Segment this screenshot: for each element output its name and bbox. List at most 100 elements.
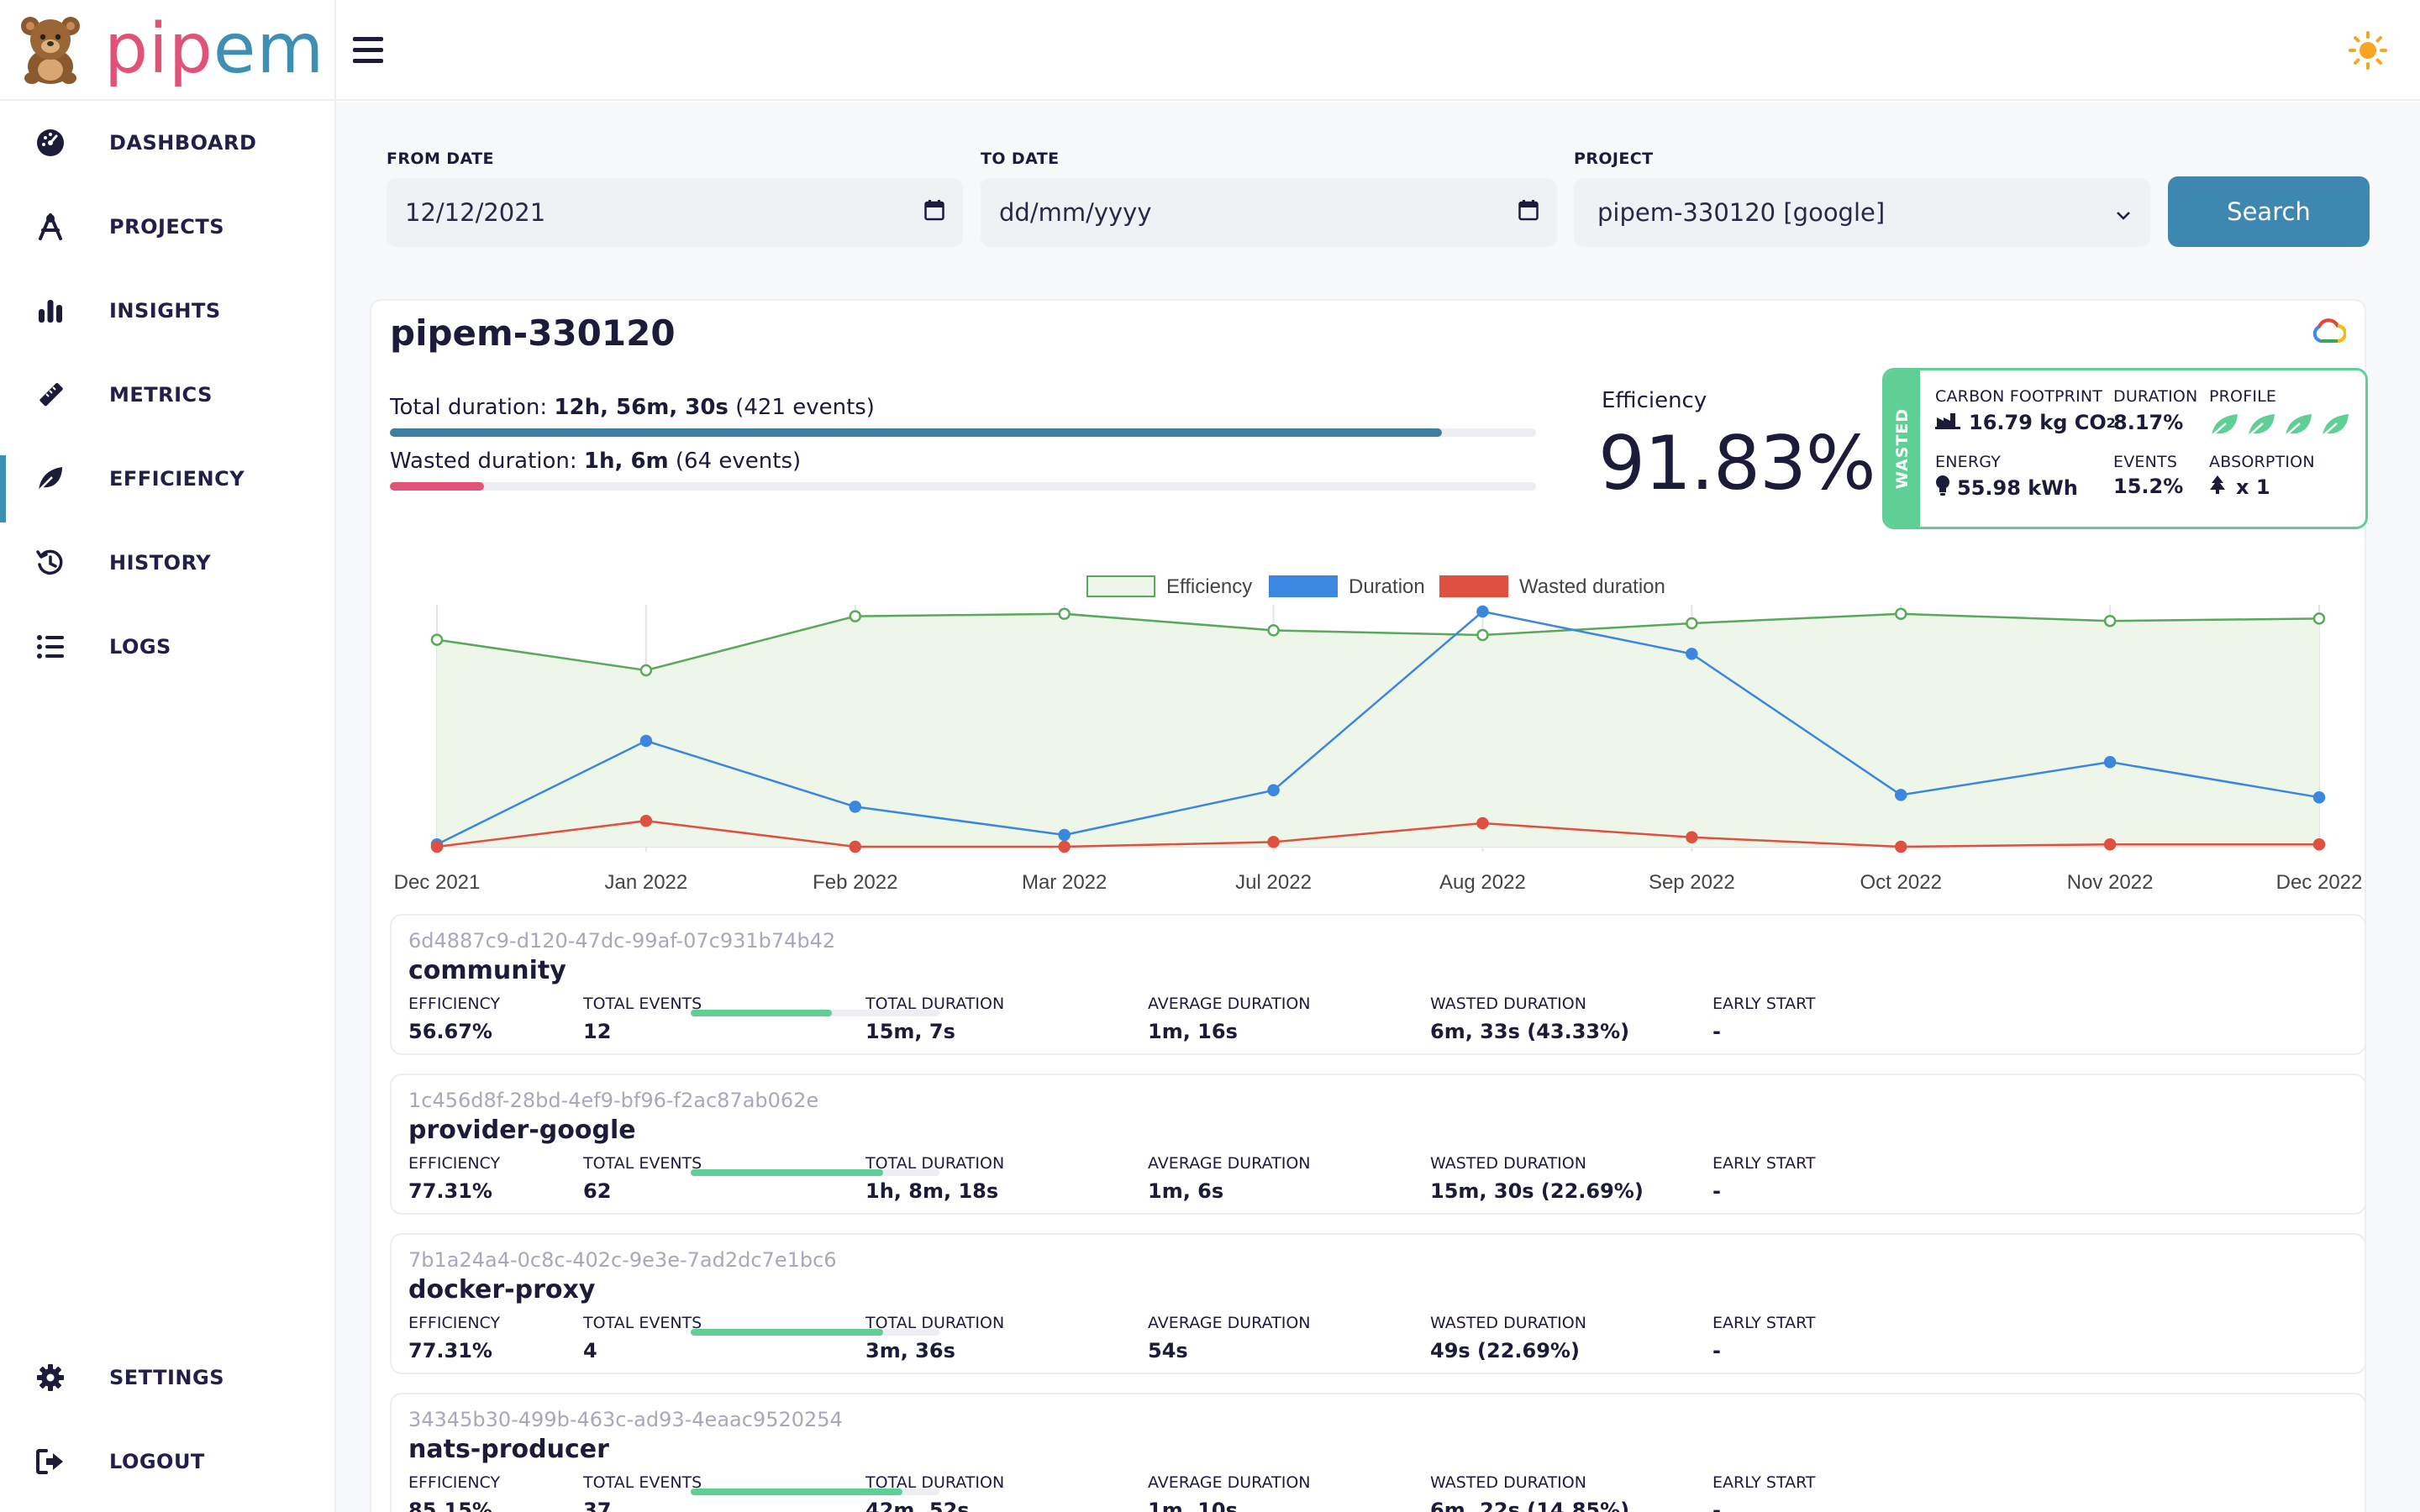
absorption-value: x 1 [2209,475,2270,500]
x-tick-label: Jan 2022 [605,871,688,894]
sidebar-item-label: LOGOUT [109,1450,205,1473]
to-date-input[interactable]: dd/mm/yyyy [981,178,1557,247]
sidebar-item-insights[interactable]: INSIGHTS [0,269,334,353]
theme-toggle-sun-icon[interactable] [2348,30,2388,71]
sidebar-item-metrics[interactable]: METRICS [0,353,334,437]
data-point [639,814,653,827]
calendar-icon[interactable] [1518,198,1539,227]
wasted-duration-label: WASTED DURATION [1430,1473,1586,1492]
x-tick-label: Mar 2022 [1022,871,1107,894]
sidebar-item-efficiency[interactable]: EFFICIENCY [0,437,334,522]
subproject-row[interactable]: 7b1a24a4-0c8c-402c-9e3e-7ad2dc7e1bc6 dock… [390,1233,2366,1374]
factory-icon [1935,411,1960,434]
sidebar-item-projects[interactable]: PROJECTS [0,185,334,269]
data-point [2312,837,2326,851]
data-point [1686,617,1698,630]
average-duration-label: AVERAGE DURATION [1148,995,1311,1013]
average-duration-label: AVERAGE DURATION [1148,1314,1311,1332]
data-point [1476,628,1489,642]
efficiency-bar-fill [691,1329,883,1336]
from-date-input[interactable]: 12/12/2021 [387,178,963,247]
efficiency-value: 77.31% [408,1339,492,1362]
chevron-down-icon [2115,198,2132,227]
data-point [1894,607,1907,621]
wasted-duration-label: WASTED DURATION [1430,995,1586,1013]
sidebar-item-logout[interactable]: LOGOUT [0,1420,334,1504]
project-title: pipem-330120 [390,312,676,354]
wasted-duration-value: 49s (22.69%) [1430,1339,1580,1362]
early-start-label: EARLY START [1712,1314,1816,1332]
project-select[interactable]: pipem-330120 [google] [1574,178,2150,247]
data-point [1476,605,1489,618]
sidebar-item-logs[interactable]: LOGS [0,605,334,689]
efficiency-label: EFFICIENCY [408,1473,501,1492]
legend-swatch [1439,575,1508,597]
sidebar-item-dashboard[interactable]: DASHBOARD [0,101,334,185]
search-button[interactable]: Search [2168,176,2370,247]
profile-label: PROFILE [2209,387,2277,406]
lightbulb-icon [1935,475,1950,501]
leaf-icon [34,462,67,496]
dashboard-icon [34,126,67,160]
efficiency-bar-fill [691,1488,903,1495]
wasted-duration-value: 6m, 33s (43.33%) [1430,1020,1630,1043]
wasted-duration-text: Wasted duration: 1h, 6m (64 events) [390,449,802,474]
series-line-duration [436,610,2320,846]
bear-logo-icon [21,17,80,84]
ruler-icon [34,378,67,412]
sidebar-item-label: METRICS [109,383,213,407]
from-date-value: 12/12/2021 [405,198,546,227]
early-start-label: EARLY START [1712,1154,1816,1173]
total-events-label: TOTAL EVENTS [583,1473,702,1492]
sidebar-item-label: PROJECTS [109,215,225,239]
logout-icon [34,1445,67,1478]
data-point [639,734,653,748]
subproject-row[interactable]: 1c456d8f-28bd-4ef9-bf96-f2ac87ab062e prov… [390,1074,2366,1215]
subproject-row[interactable]: 6d4887c9-d120-47dc-99af-07c931b74b42 comm… [390,914,2366,1055]
total-duration-bar-fill [390,428,1443,437]
calendar-icon[interactable] [924,198,944,227]
profile-leaf-icon [2283,412,2313,443]
efficiency-bar-fill [691,1010,832,1016]
absorption-label: ABSORPTION [2209,453,2315,471]
data-point [1058,828,1071,842]
efficiency-value: 85.15% [408,1499,492,1512]
data-point [849,610,862,622]
x-tick-label: Nov 2022 [2067,871,2154,894]
total-duration-value: 42m, 52s [865,1499,970,1512]
total-duration-label: TOTAL DURATION [865,1473,1005,1492]
insights-icon [34,294,67,328]
data-point [1267,624,1280,637]
data-point [849,801,862,813]
total-duration-label: TOTAL DURATION [865,1314,1005,1332]
sidebar-item-history[interactable]: HISTORY [0,521,334,605]
total-duration-label: TOTAL DURATION [865,995,1005,1013]
brand[interactable]: pipem [0,0,334,101]
efficiency-label: EFFICIENCY [408,995,501,1013]
wasted-duration-label: WASTED DURATION [1430,1154,1586,1173]
subproject-id: 1c456d8f-28bd-4ef9-bf96-f2ac87ab062e [408,1089,819,1112]
total-events-label: TOTAL EVENTS [583,1154,702,1173]
sidebar-item-label: LOGS [109,635,171,659]
total-duration-bar [390,428,1536,437]
data-point [1267,836,1280,848]
total-events-label: TOTAL EVENTS [583,1314,702,1332]
wasted-duration-value: 15m, 30s (22.69%) [1430,1179,1644,1203]
sidebar-item-settings[interactable]: SETTINGS [0,1336,334,1420]
efficiency-bar [691,1010,939,1016]
series-line-wasted-duration [436,819,2319,848]
to-date-placeholder: dd/mm/yyyy [999,198,1152,227]
wasted-duration-bar-fill [390,482,484,491]
early-start-value: - [1712,1339,1721,1362]
history-icon [34,546,67,580]
data-point [2312,790,2326,804]
carbon-footprint-value: 16.79 kg CO 2 [1935,411,2116,434]
profile-leaf-icon [2246,412,2276,443]
subproject-name: nats-producer [408,1435,609,1464]
subproject-row[interactable]: 34345b30-499b-463c-ad93-4eaac9520254 nats… [390,1393,2366,1512]
data-point [639,664,653,677]
hamburger-menu-icon[interactable] [353,32,390,69]
sidebar-item-label: HISTORY [109,551,212,575]
subproject-name: provider-google [408,1116,636,1145]
average-duration-value: 1m, 16s [1148,1020,1238,1043]
